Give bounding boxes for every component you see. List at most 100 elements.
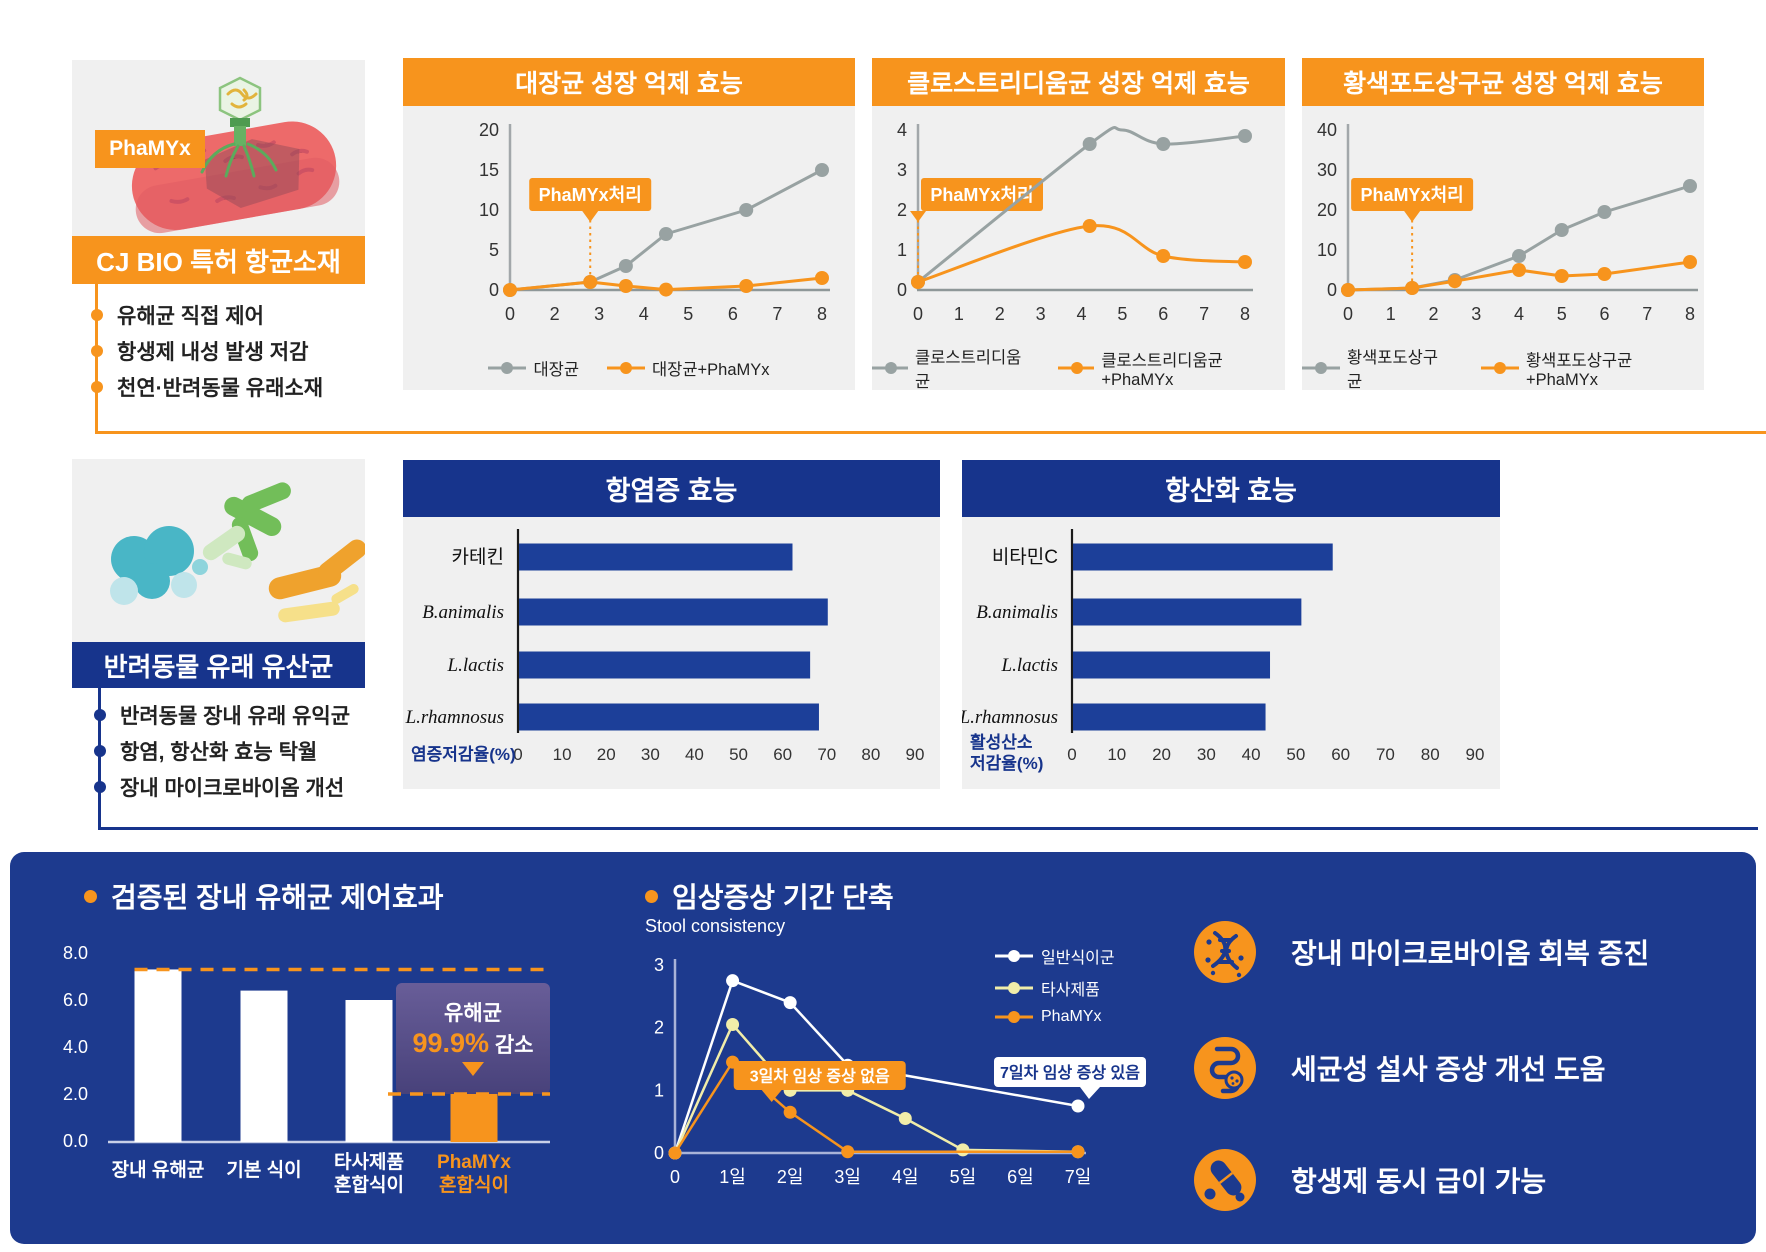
x-tick-label: 0 <box>670 1167 680 1187</box>
staph-chart-title: 황색포도상구균 성장 억제 효능 <box>1302 58 1704 106</box>
bullet-item: 장내 마이크로바이옴 개선 <box>94 772 344 802</box>
x-tick-label: 50 <box>1286 745 1305 764</box>
category-label: PhaMYx <box>437 1152 511 1173</box>
x-tick-label: 4 <box>1076 304 1086 324</box>
intestine-icon <box>1194 1037 1256 1099</box>
bar <box>1073 703 1266 731</box>
series-marker <box>1683 179 1697 193</box>
series-marker <box>1554 223 1569 237</box>
y-tick-label: 3 <box>654 955 664 975</box>
legend-item: 클로스트리디움균+PhaMYx <box>1058 347 1285 390</box>
benefit-label: 장내 마이크로바이옴 회복 증진 <box>1291 938 1650 969</box>
x-tick-label: 60 <box>773 745 792 764</box>
x-tick-label: 1일 <box>719 1167 746 1187</box>
x-tick-label: 50 <box>729 745 748 764</box>
series-marker <box>618 259 633 273</box>
callout-label: 3일차 임상 증상 없음 <box>750 1068 890 1086</box>
series-marker <box>1554 269 1569 283</box>
y-tick-label: 4 <box>897 120 907 140</box>
bullet-label: 유해균 직접 제어 <box>117 305 264 328</box>
legend-label: 황색포도상구균 <box>1346 349 1439 391</box>
legend-item: 일반식이군 <box>995 944 1115 968</box>
bar <box>1073 598 1302 626</box>
callout-pointer <box>1080 1087 1100 1099</box>
legend-marker <box>1058 362 1095 374</box>
annotation-pointer <box>1404 211 1421 222</box>
bullet-dot <box>91 309 103 321</box>
legend-marker <box>995 950 1033 962</box>
series-marker <box>1238 129 1252 143</box>
y-tick-label: 10 <box>1317 240 1337 260</box>
bullet-dot <box>91 345 103 357</box>
category-label: L.rhamnosus <box>405 707 504 728</box>
bullet-item: 천연·반려동물 유래소재 <box>91 372 323 402</box>
benefit-row: 세균성 설사 증상 개선 도움 <box>1193 1036 1605 1100</box>
x-tick-label: 8 <box>817 304 827 324</box>
legend-label: 클로스트리디움균 <box>915 349 1022 391</box>
badge-line2: 99.9% 감소 <box>412 1028 533 1058</box>
stool-consistency-label: Stool consistency <box>645 916 786 936</box>
series-marker <box>841 1145 855 1159</box>
x-tick-label: 1 <box>1386 304 1396 324</box>
series-marker <box>739 203 754 217</box>
bullet-label: 항생제 내성 발생 저감 <box>117 341 309 364</box>
bar <box>1073 543 1333 571</box>
clostridium-chart-legend: 클로스트리디움균 클로스트리디움균+PhaMYx <box>872 346 1285 391</box>
x-tick-label: 7일 <box>1065 1167 1092 1187</box>
series-marker <box>898 1112 912 1126</box>
connector-line-blue-vertical <box>98 688 101 830</box>
legend-marker <box>995 982 1033 994</box>
callout-box <box>733 1061 906 1090</box>
x-tick-label: 8 <box>1685 304 1695 324</box>
antioxidant-chart-title: 항산화 효능 <box>962 460 1500 517</box>
x-tick-label: 80 <box>1421 745 1440 764</box>
axis-label: 활성산소 <box>970 732 1033 752</box>
legend-marker <box>488 362 527 374</box>
series-marker <box>1071 1099 1085 1113</box>
category-label: B.animalis <box>422 602 504 623</box>
y-tick-label: 2 <box>654 1018 664 1038</box>
x-tick-label: 90 <box>1466 745 1485 764</box>
annotation-pointer <box>910 211 926 222</box>
callout-box <box>994 1057 1146 1087</box>
axis-label: 저감율(%) <box>970 754 1043 773</box>
growth-inhibition-charts-row: 대장균 성장 억제 효능 0 5 10 15 20 0 2 3 4 5 6 7 8 PhaMYx처리 대장… <box>403 58 1704 391</box>
series-marker <box>668 1146 682 1160</box>
series-marker <box>1405 281 1420 295</box>
series-line <box>509 276 823 292</box>
x-tick-label: 6 <box>1158 304 1168 324</box>
x-tick-label: 7 <box>772 304 782 324</box>
pill-icon <box>1194 1149 1256 1211</box>
x-tick-label: 20 <box>597 745 616 764</box>
x-tick-label: 0 <box>513 745 522 764</box>
bullet-dot <box>94 709 106 721</box>
category-label: L.rhamnosus <box>962 707 1058 728</box>
x-tick-label: 5 <box>683 304 693 324</box>
bullet-dot <box>645 889 658 903</box>
legend-label: 타사제품 <box>1041 982 1100 999</box>
legend-marker <box>995 1011 1033 1023</box>
series-marker <box>1082 219 1097 233</box>
legend-item: PhaMYx <box>995 1008 1115 1026</box>
series-marker <box>1156 137 1171 151</box>
bar <box>519 651 811 679</box>
legend-label: PhaMYx <box>1041 1008 1102 1025</box>
connector-line-blue-horizontal <box>98 827 1758 830</box>
bar <box>519 598 828 626</box>
legend-item: 황색포도상구균+PhaMYx <box>1481 347 1704 390</box>
phamyx-tag: PhaMYx <box>95 130 205 168</box>
bullet-item: 항염, 항산화 효능 탁월 <box>94 736 317 766</box>
bacteriophage <box>200 76 278 178</box>
x-tick-label: 7 <box>1642 304 1652 324</box>
y-tick-label: 6.0 <box>63 990 88 1010</box>
benefit-row: 항생제 동시 급이 가능 <box>1193 1148 1546 1212</box>
annotation-callout <box>921 178 1043 211</box>
efficacy-bar-charts-row: 항염증 효능 카테킨 B.animalis L.lactis L.rhamnosus 0… <box>403 460 1500 789</box>
category-label: B.animalis <box>976 602 1058 623</box>
lactobacillus-illustration-box <box>72 459 365 642</box>
y-tick-label: 0 <box>489 280 499 300</box>
probiotic-bacteria-art <box>110 482 365 623</box>
